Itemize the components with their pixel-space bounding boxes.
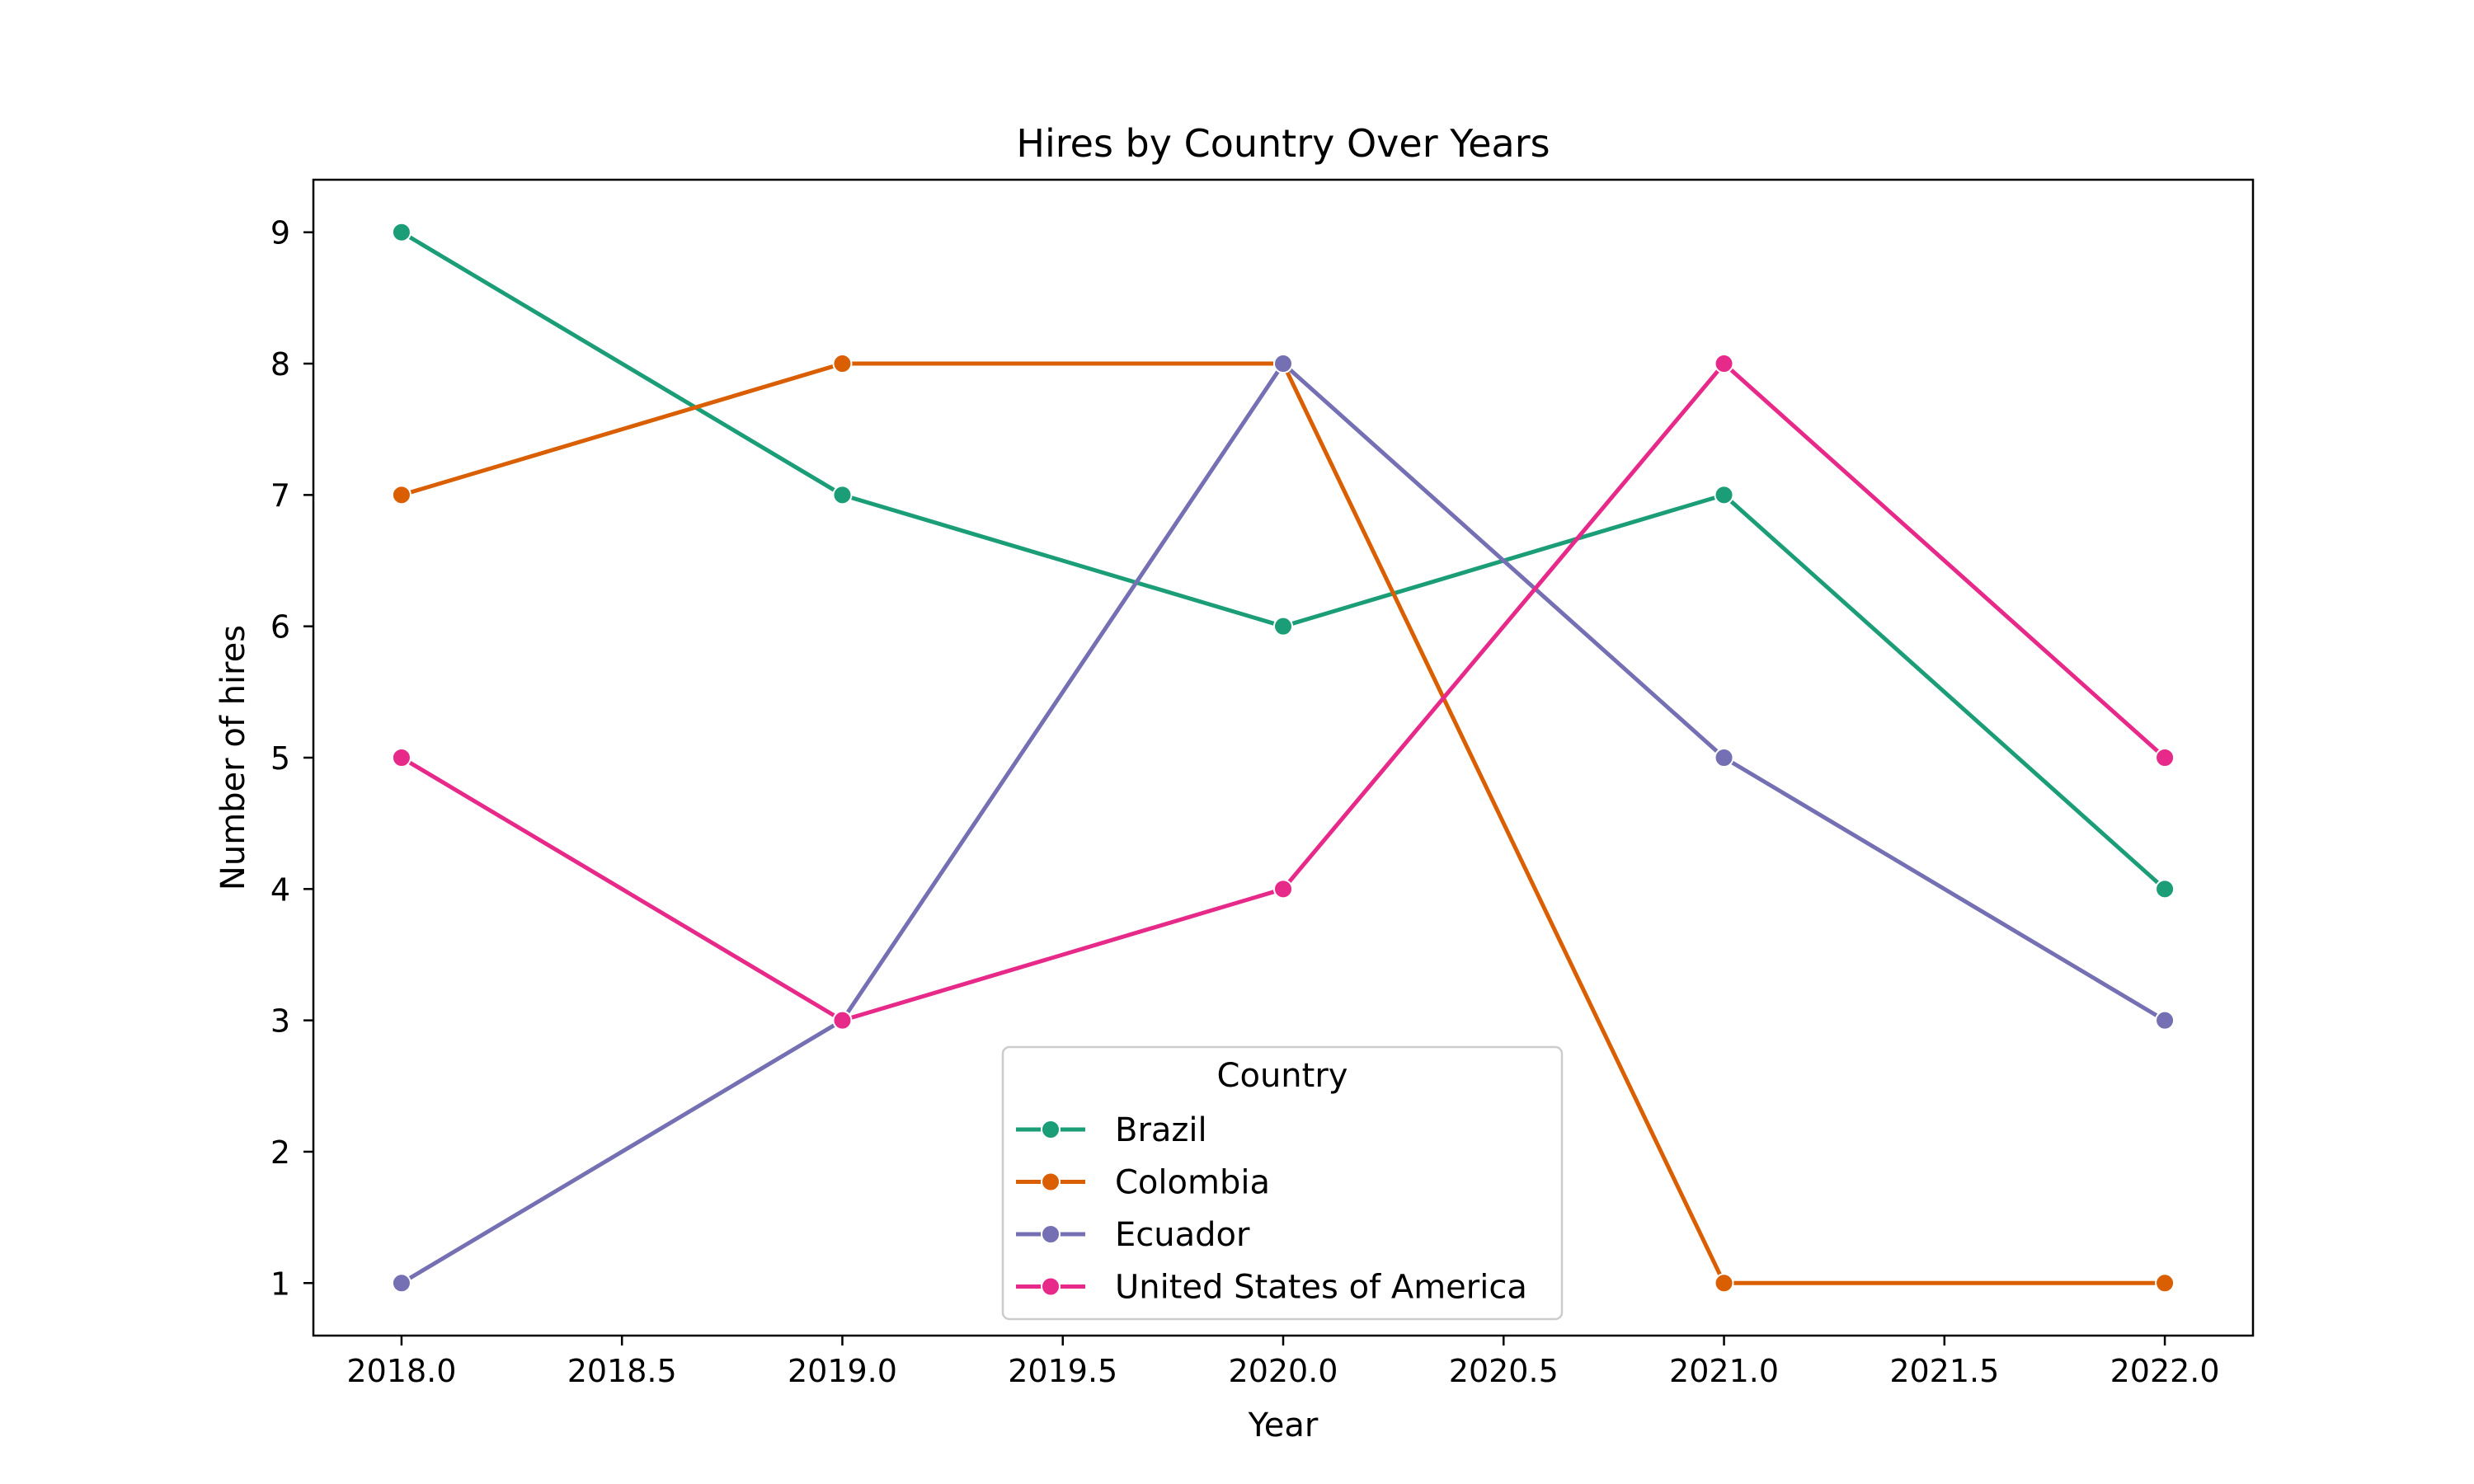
legend-item-colombia: Colombia — [1016, 1164, 1270, 1202]
y-tick-label: 5 — [270, 740, 290, 777]
data-point-brazil — [2155, 879, 2175, 899]
chart-title: Hires by Country Over Years — [1016, 121, 1550, 166]
legend-items: Brazil Colombia Ecuador United States of Am… — [1016, 1111, 1527, 1307]
y-tick-label: 4 — [270, 871, 290, 908]
legend-marker — [1041, 1172, 1061, 1192]
series-line-brazil — [400, 230, 2166, 891]
x-tick-label: 2019.0 — [788, 1353, 897, 1389]
data-point-brazil — [1273, 616, 1293, 636]
legend-marker — [1041, 1120, 1061, 1139]
x-tick-label: 2018.5 — [567, 1353, 677, 1389]
y-tick-label: 7 — [270, 477, 290, 514]
data-point-colombia — [2155, 1273, 2175, 1294]
data-point-ecuador — [391, 1273, 412, 1294]
series-line-united-states-of-america — [400, 361, 2166, 1023]
y-axis-label: Number of hires — [214, 625, 252, 890]
legend-marker — [1041, 1224, 1061, 1244]
x-tick-label: 2020.5 — [1449, 1353, 1559, 1389]
data-point-brazil — [1714, 485, 1734, 505]
x-axis: 2018.0 2018.5 2019.0 2019.5 2020.0 2020.5 2021… — [346, 1336, 2220, 1389]
legend-title: Country — [1217, 1057, 1348, 1095]
y-tick-label: 2 — [270, 1134, 290, 1171]
data-point-colombia — [391, 485, 412, 505]
data-point-united-states-of-america — [1714, 354, 1734, 374]
data-point-united-states-of-america — [2155, 748, 2175, 768]
data-point-ecuador — [2155, 1010, 2175, 1031]
legend-label: Brazil — [1115, 1111, 1207, 1149]
series-layer — [391, 222, 2175, 1294]
series-united-states-of-america — [391, 354, 2175, 1031]
x-tick-label: 2018.0 — [346, 1353, 456, 1389]
series-brazil — [391, 222, 2175, 899]
x-tick-label: 2021.0 — [1669, 1353, 1779, 1389]
x-axis-label: Year — [1248, 1407, 1319, 1444]
y-tick-label: 6 — [270, 609, 290, 646]
data-point-colombia — [1714, 1273, 1734, 1294]
data-point-colombia — [832, 354, 853, 374]
data-point-ecuador — [1273, 354, 1293, 374]
x-tick-label: 2021.5 — [1889, 1353, 1999, 1389]
legend-item-united-states-of-america: United States of America — [1016, 1269, 1527, 1307]
legend-item-brazil: Brazil — [1016, 1111, 1207, 1149]
legend: Country Brazil Colombia Ecuador United Stat… — [1001, 1045, 1564, 1321]
data-point-united-states-of-america — [832, 1010, 853, 1031]
data-point-ecuador — [1714, 748, 1734, 768]
legend-label: United States of America — [1115, 1269, 1527, 1307]
legend-label: Ecuador — [1115, 1216, 1250, 1254]
x-tick-label: 2020.0 — [1229, 1353, 1338, 1389]
y-tick-label: 3 — [270, 1003, 290, 1040]
x-tick-label: 2022.0 — [2110, 1353, 2220, 1389]
data-point-united-states-of-america — [1273, 879, 1293, 899]
plot-area: 2018.0 2018.5 2019.0 2019.5 2020.0 2020.5 2021… — [270, 178, 2255, 1389]
legend-box — [1001, 1045, 1564, 1321]
data-point-united-states-of-america — [391, 748, 412, 768]
y-tick-label: 8 — [270, 346, 290, 383]
y-tick-label: 9 — [270, 215, 290, 251]
x-tick-label: 2019.5 — [1008, 1353, 1117, 1389]
legend-item-ecuador: Ecuador — [1016, 1216, 1250, 1254]
y-axis: 1 2 3 4 5 6 7 8 9 — [270, 215, 313, 1302]
legend-label: Colombia — [1115, 1164, 1270, 1202]
data-point-brazil — [391, 222, 412, 242]
data-point-brazil — [832, 485, 853, 505]
y-tick-label: 1 — [270, 1266, 290, 1302]
legend-marker — [1041, 1276, 1061, 1297]
